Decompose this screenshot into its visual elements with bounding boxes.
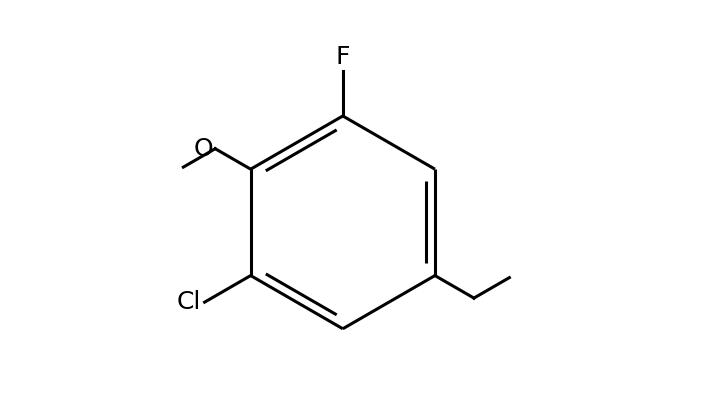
Text: Cl: Cl	[176, 290, 201, 314]
Text: O: O	[194, 137, 213, 161]
Text: F: F	[336, 45, 350, 69]
